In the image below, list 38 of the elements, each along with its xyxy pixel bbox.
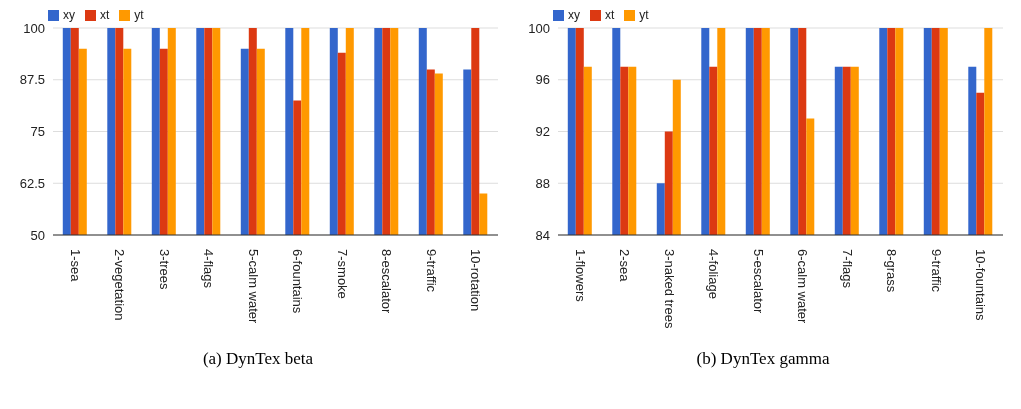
x-tick-label: 2-vegetation: [112, 249, 128, 321]
x-tick-label: 1-sea: [67, 249, 83, 283]
legend-label: xt: [100, 8, 110, 22]
y-tick-label: 96: [535, 72, 550, 88]
y-tick-label: 88: [535, 175, 550, 191]
x-tick-label: 9-traffic: [423, 249, 439, 293]
text: (a) DynTex beta: [201, 349, 315, 369]
text: (b) DynTex gamma: [695, 349, 831, 369]
x-tick-label: 10-rotation: [468, 249, 484, 312]
x-tick-label: 3-naked trees: [661, 249, 677, 329]
y-tick-label: 62.5: [19, 175, 45, 191]
x-tick-label: 1-flowers: [572, 249, 588, 303]
x-tick-label: 7-smoke: [334, 249, 350, 299]
legend-label: yt: [639, 8, 649, 22]
y-tick-label: 100: [23, 20, 45, 36]
legend-label: xy: [63, 8, 75, 22]
y-tick-label: 87.5: [19, 72, 45, 88]
x-tick-label: 3-trees: [156, 249, 172, 290]
legend-label: xy: [568, 8, 580, 22]
x-tick-label: 4-flags: [201, 249, 217, 289]
y-tick-label: 84: [535, 227, 550, 243]
y-tick-label: 50: [30, 227, 45, 243]
x-tick-label: 8-escalator: [379, 249, 395, 314]
x-tick-label: 8-grass: [884, 249, 900, 293]
x-tick-label: 2-sea: [617, 249, 633, 283]
x-tick-label: 6-fountains: [290, 249, 306, 314]
x-tick-label: 5-calm water: [245, 249, 261, 325]
x-tick-label: 9-traffic: [928, 249, 944, 293]
x-tick-label: 4-foliage: [706, 249, 722, 299]
legend-label: yt: [134, 8, 144, 22]
x-tick-label: 5-escalator: [750, 249, 766, 314]
y-tick-label: 100: [528, 20, 550, 36]
x-tick-label: 7-flags: [839, 249, 855, 289]
x-tick-label: 6-calm water: [795, 249, 811, 325]
x-tick-label: 10-fountains: [973, 249, 989, 322]
y-tick-label: 92: [535, 124, 550, 140]
legend-label: xt: [605, 8, 615, 22]
y-tick-label: 75: [30, 124, 45, 140]
